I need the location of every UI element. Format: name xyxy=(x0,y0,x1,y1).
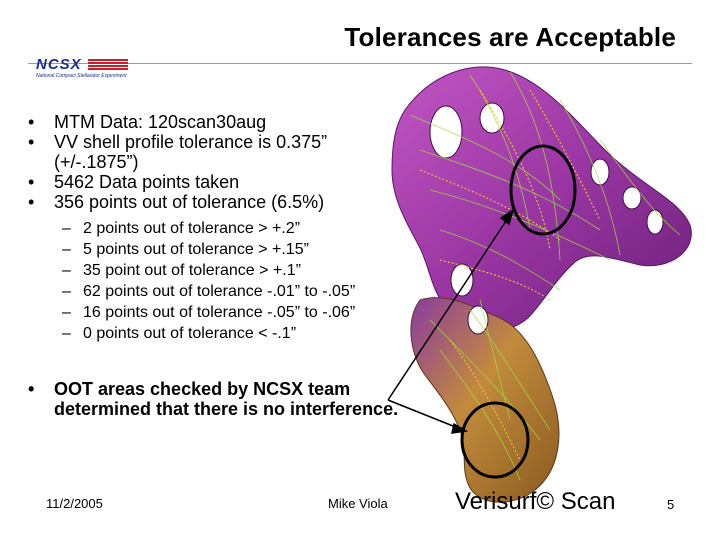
port-hole xyxy=(429,105,463,159)
scan-line xyxy=(559,99,621,256)
arrow-line-upper xyxy=(387,217,509,401)
bold-bullet-item: • OOT areas checked by NCSX team determin… xyxy=(28,379,434,419)
page-number: 5 xyxy=(667,497,675,512)
vessel-shell-lower xyxy=(410,297,560,503)
bullet-item: • MTM Data: 120scan30aug xyxy=(28,112,398,132)
bullet-symbol: • xyxy=(28,379,35,399)
sub-bullet-item: –0 points out of tolerance < -.1” xyxy=(62,323,398,344)
bold-bullet-text: OOT areas checked by NCSX team determine… xyxy=(54,379,399,419)
bullet-list: • MTM Data: 120scan30aug • VV shell profil… xyxy=(28,112,398,344)
arrow-head-lower xyxy=(451,422,469,434)
callout-arrows xyxy=(387,208,515,434)
logo-text: NCSX xyxy=(36,56,82,73)
port-hole xyxy=(450,263,474,297)
oot-highlight-upper xyxy=(509,144,577,236)
scan-line xyxy=(409,114,561,201)
scan-line xyxy=(439,349,521,481)
scan-lines xyxy=(409,71,681,481)
bullet-symbol: • xyxy=(28,192,35,212)
sub-bullet-item: –35 point out of tolerance > +.1” xyxy=(62,260,398,281)
scan-line xyxy=(429,319,541,441)
bullet-text: VV shell profile tolerance is 0.375” (+/… xyxy=(54,132,328,172)
footer-author: Mike Viola xyxy=(328,496,388,511)
scan-line xyxy=(469,309,551,431)
dash-symbol: – xyxy=(62,262,71,279)
sub-bullet-text: 35 point out of tolerance > +.1” xyxy=(83,262,301,279)
scan-point-trace xyxy=(529,89,601,221)
port-hole xyxy=(622,186,642,210)
oot-highlight-lower xyxy=(460,401,530,479)
bullet-text: 5462 Data points taken xyxy=(54,172,240,192)
port-hole xyxy=(590,158,610,186)
dash-symbol: – xyxy=(62,283,71,300)
sub-bullet-text: 5 points out of tolerance > +.15” xyxy=(83,241,309,258)
sub-bullet-text: 62 points out of tolerance -.01” to -.05… xyxy=(83,283,356,300)
bullet-symbol: • xyxy=(28,132,35,152)
arrow-head-upper xyxy=(499,208,515,226)
bullet-item: • VV shell profile tolerance is 0.375” (+… xyxy=(28,132,398,172)
scan-line xyxy=(599,139,681,236)
bullet-symbol: • xyxy=(28,112,35,132)
dash-symbol: – xyxy=(62,325,71,342)
sub-bullet-item: –2 points out of tolerance > +.2” xyxy=(62,218,398,239)
sub-bullet-item: –62 points out of tolerance -.01” to -.0… xyxy=(62,281,398,302)
port-hole xyxy=(479,102,505,134)
scan-line xyxy=(509,71,561,261)
footer-brand: Verisurf© Scan xyxy=(455,488,616,515)
scan-point-trace xyxy=(479,89,551,251)
title-divider xyxy=(28,63,692,64)
bullet-text: 356 points out of tolerance (6.5%) xyxy=(54,192,325,212)
scan-points xyxy=(419,89,601,461)
sub-bullet-text: 0 points out of tolerance < -.1” xyxy=(83,325,297,342)
vessel-shell-upper xyxy=(391,66,692,331)
dash-symbol: – xyxy=(62,220,71,237)
sub-bullet-text: 2 points out of tolerance > +.2” xyxy=(83,220,301,237)
scan-point-trace xyxy=(439,259,551,301)
logo-stripes xyxy=(88,59,128,71)
dash-symbol: – xyxy=(62,304,71,321)
scan-point-trace xyxy=(419,169,561,241)
scan-point-trace xyxy=(449,339,521,461)
logo-subtitle: National Compact Stellarator Experiment xyxy=(36,73,127,79)
sub-bullet-list: –2 points out of tolerance > +.2” –5 poi… xyxy=(28,218,398,344)
bullet-item: • 5462 Data points taken xyxy=(28,172,398,192)
arrow-line-lower xyxy=(387,399,459,429)
sub-bullet-item: –5 points out of tolerance > +.15” xyxy=(62,239,398,260)
scan-line xyxy=(439,229,561,291)
port-hole xyxy=(646,209,664,235)
sub-bullet-text: 16 points out of tolerance -.05” to -.06… xyxy=(83,304,356,321)
footer-date: 11/2/2005 xyxy=(46,496,103,511)
ncsx-logo: NCSX National Compact Stellarator Experi… xyxy=(30,56,130,82)
dash-symbol: – xyxy=(62,241,71,258)
bullet-item: • 356 points out of tolerance (6.5%) xyxy=(28,192,398,212)
sub-bullet-item: –16 points out of tolerance -.05” to -.0… xyxy=(62,302,398,323)
bullet-symbol: • xyxy=(28,172,35,192)
bullet-text: MTM Data: 120scan30aug xyxy=(54,112,267,132)
slide-title: Tolerances are Acceptable xyxy=(344,22,676,52)
